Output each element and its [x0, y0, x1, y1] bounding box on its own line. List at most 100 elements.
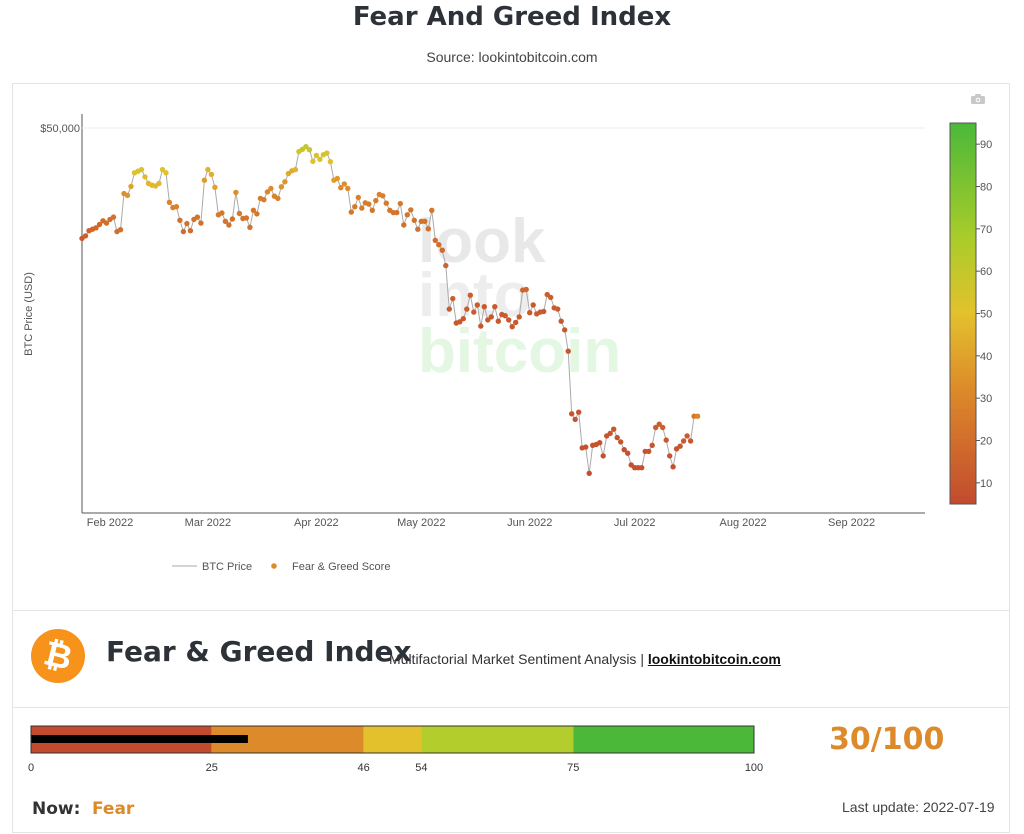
price-chart: look into bitcoin BTC Price (USD) $50,00… — [23, 114, 992, 573]
brand-title: Fear & Greed Index — [106, 635, 412, 668]
fear-greed-point — [649, 442, 655, 448]
fear-greed-point — [369, 207, 375, 213]
fear-greed-point — [684, 433, 690, 439]
fear-greed-point — [460, 316, 466, 322]
fear-greed-point — [303, 144, 309, 150]
fear-greed-point — [219, 210, 225, 216]
fear-greed-point — [243, 215, 250, 221]
gauge-card: 0 25 46 54 75 100 30/100 Now: Fear Last updat… — [12, 707, 1010, 833]
fear-greed-point — [516, 314, 522, 320]
fear-greed-point — [415, 226, 421, 232]
fear-greed-point — [380, 193, 386, 199]
y-tick-label: $50,000 — [40, 123, 80, 135]
fear-greed-point — [222, 218, 229, 224]
fear-greed-point — [425, 226, 431, 232]
fear-greed-point — [694, 413, 701, 419]
colorbar-tick-label: 20 — [980, 436, 992, 448]
fear-greed-point — [159, 166, 166, 173]
fear-greed-point — [401, 222, 407, 228]
fear-greed-point — [383, 200, 389, 206]
fear-greed-point — [275, 195, 281, 202]
fear-greed-point — [576, 409, 582, 415]
fear-greed-point — [306, 147, 313, 153]
fear-greed-point — [408, 207, 414, 213]
fear-greed-point — [495, 318, 501, 324]
fear-greed-point — [614, 434, 620, 441]
gauge-tick-label: 0 — [28, 762, 34, 774]
fear-greed-point — [250, 207, 257, 213]
fear-greed-point — [359, 205, 365, 211]
gauge-tick-label: 25 — [206, 762, 218, 774]
x-tick-label: Aug 2022 — [720, 517, 767, 529]
fear-greed-point — [334, 175, 340, 182]
fear-greed-point — [236, 210, 243, 217]
fear-greed-point — [317, 156, 323, 162]
gauge: 0 25 46 54 75 100 — [28, 725, 763, 774]
gauge-tick-label: 54 — [415, 762, 427, 774]
fear-greed-point — [548, 294, 554, 301]
camera-icon[interactable] — [971, 94, 985, 104]
fear-greed-point — [656, 421, 662, 427]
fear-greed-point — [397, 200, 403, 207]
colorbar-tick-label: 60 — [980, 266, 992, 278]
btc-price-line — [81, 146, 698, 474]
fear-greed-point — [432, 237, 438, 243]
fear-greed-point — [261, 197, 267, 203]
fear-greed-point — [667, 453, 673, 459]
fear-greed-point — [103, 220, 110, 226]
fear-greed-point — [523, 286, 529, 293]
fear-greed-point — [282, 179, 288, 185]
fear-greed-point — [677, 443, 683, 449]
fear-greed-point — [156, 180, 162, 187]
fear-greed-point — [562, 327, 568, 333]
colorbar-tick-label: 90 — [980, 139, 992, 151]
fear-greed-point — [464, 306, 470, 312]
fear-greed-point — [184, 220, 190, 227]
page-source: Source: lookintobitcoin.com — [426, 49, 598, 65]
bitcoin-logo: ₿ — [31, 629, 85, 683]
fear-greed-point — [355, 194, 361, 201]
fear-greed-point — [394, 209, 400, 216]
fear-greed-point — [194, 214, 201, 220]
fear-greed-point — [198, 220, 204, 226]
fear-greed-point — [366, 201, 372, 207]
fear-greed-point — [138, 166, 145, 173]
brand-subtitle: Multifactorial Market Sentiment Analysis… — [389, 651, 781, 667]
chart-card: look into bitcoin BTC Price (USD) $50,00… — [12, 83, 1010, 611]
fear-greed-point — [96, 221, 103, 228]
fear-greed-point — [597, 440, 603, 446]
fear-greed-point — [625, 450, 631, 456]
fear-greed-point — [481, 304, 487, 310]
fear-greed-point — [478, 323, 484, 329]
fear-greed-point — [439, 247, 445, 253]
colorbar-tick-label: 10 — [980, 478, 992, 490]
fear-greed-point — [680, 438, 687, 444]
fear-greed-point — [348, 209, 354, 215]
fear-greed-point — [208, 171, 215, 178]
last-update: Last update: 2022-07-19 — [842, 799, 995, 815]
gauge-tick-label: 46 — [357, 762, 369, 774]
fear-greed-point — [506, 317, 512, 323]
legend-price-label: BTC Price — [202, 561, 252, 573]
fear-greed-point — [166, 199, 173, 205]
fear-greed-point — [128, 183, 134, 190]
fear-greed-point — [558, 318, 564, 324]
x-tick-label: Sep 2022 — [828, 517, 875, 529]
brand-link[interactable]: lookintobitcoin.com — [647, 651, 781, 667]
fear-greed-point — [572, 416, 578, 423]
fear-greed-point — [180, 228, 187, 235]
fear-greed-point — [621, 447, 627, 453]
fear-greed-point — [82, 233, 89, 239]
fear-greed-point — [509, 324, 515, 330]
fear-greed-point — [117, 227, 124, 233]
fear-greed-point — [324, 150, 330, 156]
fear-greed-point — [292, 166, 299, 173]
fear-greed-point — [618, 439, 624, 445]
fear-greed-point — [264, 189, 271, 195]
fear-greed-point — [187, 228, 194, 234]
fear-greed-point — [422, 218, 428, 224]
fear-greed-point — [373, 197, 379, 204]
fear-greed-point — [229, 216, 236, 222]
x-tick-label: Apr 2022 — [294, 517, 339, 529]
x-tick-label: Mar 2022 — [185, 517, 231, 529]
